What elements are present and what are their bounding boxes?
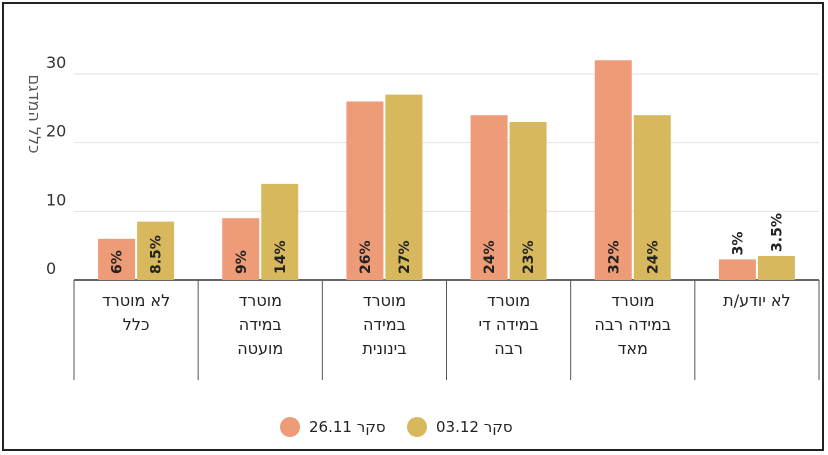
x-tick-label: כלל — [123, 315, 150, 334]
bar — [509, 122, 547, 280]
legend-label: סקר 03.12 — [436, 418, 513, 436]
legend-swatch — [280, 417, 300, 437]
bar — [222, 218, 260, 280]
data-label: 23% — [521, 240, 537, 274]
legend-swatch — [407, 417, 427, 437]
bar — [633, 115, 671, 280]
bar — [137, 221, 175, 280]
data-label: 26% — [358, 240, 374, 274]
x-tick-label: לא מוטרד — [102, 291, 170, 310]
data-label: 3.5% — [769, 213, 785, 252]
y-tick-label: 30 — [46, 53, 66, 72]
y-tick-label: 10 — [46, 190, 66, 209]
data-label: 6% — [110, 250, 126, 274]
data-label: 3% — [730, 232, 746, 256]
x-tick-label: מוטרד — [363, 291, 406, 310]
legend-label: סקר 26.11 — [309, 418, 386, 436]
bar — [261, 183, 299, 280]
y-tick-label: 20 — [46, 122, 66, 141]
x-tick-label: לא יודע/ת — [723, 291, 790, 310]
x-tick-label: במידה רבה — [594, 315, 671, 334]
bar — [346, 101, 384, 280]
bar-chart: כלל המדגם 0 10 20 30 6% 8.5% לא מוטרד כלל 9% 14% מו… — [25, 53, 820, 437]
bar — [470, 115, 508, 280]
data-label: 32% — [606, 240, 622, 274]
data-label: 24% — [482, 240, 498, 274]
bar — [594, 60, 632, 281]
bar — [385, 94, 423, 280]
bar — [757, 255, 795, 280]
x-tick-label: מוטרד — [611, 291, 654, 310]
x-tick-label: בינונית — [362, 339, 406, 358]
y-tick-label: 0 — [46, 259, 56, 278]
data-label: 14% — [273, 240, 289, 274]
data-label: 27% — [397, 240, 413, 274]
x-tick-label: במידה — [363, 315, 406, 334]
x-tick-label: רבה — [494, 339, 523, 358]
x-tick-label: מועטה — [237, 339, 283, 358]
x-tick-label: מאד — [618, 339, 648, 358]
x-tick-label: במידה די — [478, 315, 538, 334]
data-label: 9% — [234, 250, 250, 274]
x-tick-label: מוטרד — [239, 291, 282, 310]
x-tick-label: במידה — [239, 315, 282, 334]
x-tick-label: מוטרד — [487, 291, 530, 310]
bar — [718, 259, 756, 280]
data-label: 8.5% — [149, 235, 165, 274]
y-axis-label: כלל המדגם — [25, 75, 44, 154]
data-label: 24% — [645, 240, 661, 274]
chart-frame: כלל המדגם 0 10 20 30 6% 8.5% לא מוטרד כלל 9% 14% מו… — [2, 2, 824, 451]
bar — [98, 238, 136, 280]
